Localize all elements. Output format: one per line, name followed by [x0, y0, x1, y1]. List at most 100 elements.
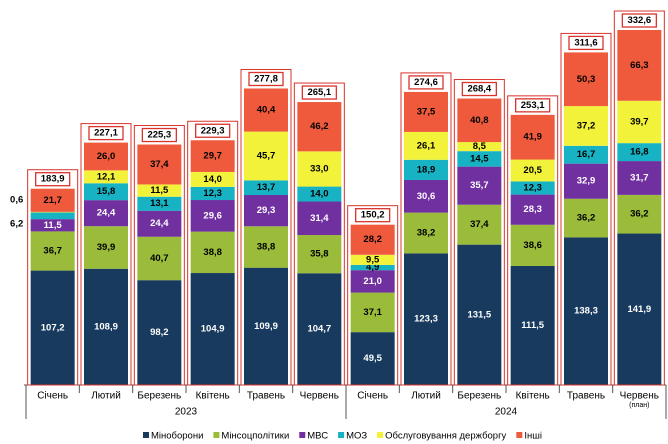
value-label: 108,9 [94, 321, 118, 332]
bar-segment [84, 183, 128, 201]
value-label: 46,2 [310, 121, 329, 132]
bar-segment [617, 233, 662, 385]
bar-segment [510, 194, 555, 225]
x-tick-label: Лютий [411, 391, 441, 402]
value-label: 40,8 [470, 115, 489, 126]
x-tick-label: Квітень [516, 391, 550, 402]
bar-segment [350, 224, 395, 255]
value-label: 26,1 [417, 140, 436, 151]
bar-segment [137, 210, 182, 237]
value-label: 36,2 [577, 213, 596, 224]
total-box [621, 13, 657, 28]
bar-segment [84, 200, 128, 227]
bar-segment [457, 151, 502, 167]
value-label: 6,2 [10, 218, 23, 229]
bar-segment [137, 236, 182, 281]
bar-segment [350, 292, 395, 333]
bar-segment [30, 231, 75, 271]
bar-segment [244, 195, 288, 227]
bar-segment [137, 280, 182, 385]
bar-segment [190, 186, 235, 201]
value-label: 38,6 [523, 240, 542, 251]
legend-swatch [299, 432, 306, 438]
bar-segment [137, 184, 182, 197]
value-label: 66,3 [630, 60, 649, 71]
legend-label: Мінсоцполітики [221, 431, 289, 442]
bar-segment [30, 211, 75, 213]
value-label: 11,5 [150, 185, 169, 196]
value-label: 24,4 [150, 218, 169, 229]
bar-segment [244, 88, 288, 132]
legend-label: Міноборони [151, 431, 203, 442]
value-label: 29,7 [203, 151, 222, 162]
value-label: 104,9 [201, 324, 225, 335]
value-label: 39,7 [630, 116, 649, 127]
legend-swatch [143, 432, 149, 438]
total-label: 265,1 [307, 87, 331, 98]
legend-label: МВС [307, 431, 328, 442]
value-label: 141,9 [627, 304, 651, 315]
total-box [301, 85, 337, 100]
total-box [515, 98, 551, 113]
total-label: 225,3 [147, 130, 171, 141]
total-box [568, 35, 604, 51]
value-label: 26,0 [97, 151, 116, 162]
value-label: 9,5 [366, 254, 380, 265]
total-outline [293, 82, 345, 386]
value-label: 14,5 [470, 153, 489, 164]
total-label: 311,6 [574, 37, 597, 48]
value-label: 12,1 [97, 171, 116, 182]
total-box [461, 81, 497, 97]
value-label: 15,8 [97, 186, 116, 197]
value-label: 41,9 [523, 132, 542, 143]
bar-segment [84, 142, 128, 171]
total-outline [453, 79, 505, 386]
bar-segment [617, 194, 662, 234]
total-label: 227,1 [94, 128, 118, 139]
group-label: 2023 [175, 407, 198, 418]
bar-segment [510, 265, 555, 385]
bar-segment [84, 226, 128, 269]
bar-segment [244, 131, 288, 181]
value-label: 14,0 [310, 189, 329, 200]
x-tick-label: Березень [457, 391, 501, 402]
value-label: 38,8 [257, 242, 276, 253]
value-label: 49,5 [363, 353, 382, 364]
value-label: 50,3 [577, 74, 596, 85]
value-label: 38,8 [203, 247, 222, 258]
total-outline [507, 95, 559, 386]
bar-segment [564, 237, 608, 385]
bar-segment [190, 171, 235, 187]
x-tick-label: Травень [567, 391, 605, 402]
total-label: 274,6 [414, 77, 438, 88]
bar-segment [350, 270, 395, 293]
total-outline [613, 10, 665, 386]
value-label: 28,2 [363, 234, 382, 245]
value-label: 21,7 [43, 195, 62, 206]
bar-segment [510, 159, 555, 182]
total-outline [80, 123, 132, 386]
x-tick-label: Червень [620, 391, 659, 402]
bar-segment [297, 201, 342, 236]
total-label: 229,3 [201, 125, 225, 136]
value-label: 8,5 [473, 141, 487, 152]
bar-segment [564, 145, 608, 164]
x-tick-label: Лютий [91, 391, 121, 402]
value-label: 40,4 [257, 105, 276, 116]
value-label: 13,1 [150, 198, 169, 209]
total-box [248, 71, 284, 87]
value-label: 123,3 [414, 314, 438, 325]
x-tick-label: Січень [37, 391, 68, 402]
bar-segment [457, 244, 502, 385]
value-label: 29,3 [257, 205, 276, 216]
x-tick-label: Травень [247, 391, 285, 402]
bar-segment [564, 106, 608, 146]
value-label: 38,2 [417, 228, 436, 239]
total-outline [187, 120, 239, 386]
bar-segment [190, 231, 235, 274]
total-box [141, 127, 177, 143]
value-label: 37,4 [150, 159, 169, 170]
value-label: 31,7 [630, 173, 649, 184]
legend-label: МОЗ [346, 431, 367, 442]
